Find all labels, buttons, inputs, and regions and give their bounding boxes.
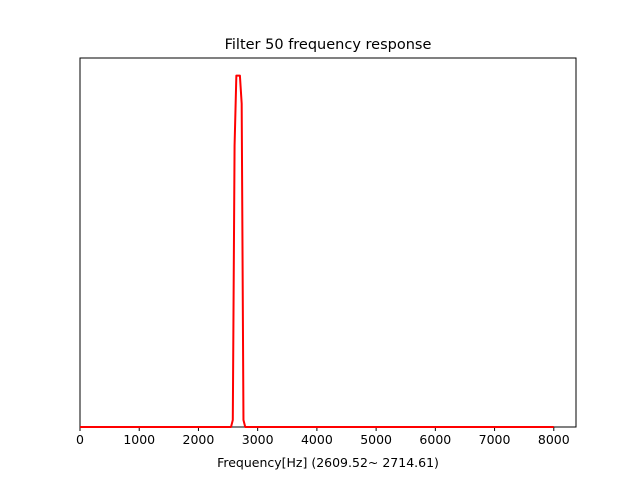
x-tick-label: 1000 bbox=[123, 432, 155, 447]
x-tick-label: 2000 bbox=[183, 432, 215, 447]
x-tick-label: 6000 bbox=[419, 432, 451, 447]
x-tick-label: 3000 bbox=[242, 432, 274, 447]
x-tick-label: 8000 bbox=[538, 432, 570, 447]
x-tick-label: 7000 bbox=[479, 432, 511, 447]
x-axis-ticks: 0 1000 2000 3000 4000 5000 6000 7000 8000 bbox=[76, 427, 570, 447]
x-tick-label: 0 bbox=[76, 432, 84, 447]
x-axis-label: Frequency[Hz] (2609.52~ 2714.61) bbox=[217, 455, 439, 470]
chart-title: Filter 50 frequency response bbox=[225, 37, 432, 53]
x-tick-label: 5000 bbox=[360, 432, 392, 447]
x-tick-label: 4000 bbox=[301, 432, 333, 447]
series-line bbox=[80, 74, 554, 428]
